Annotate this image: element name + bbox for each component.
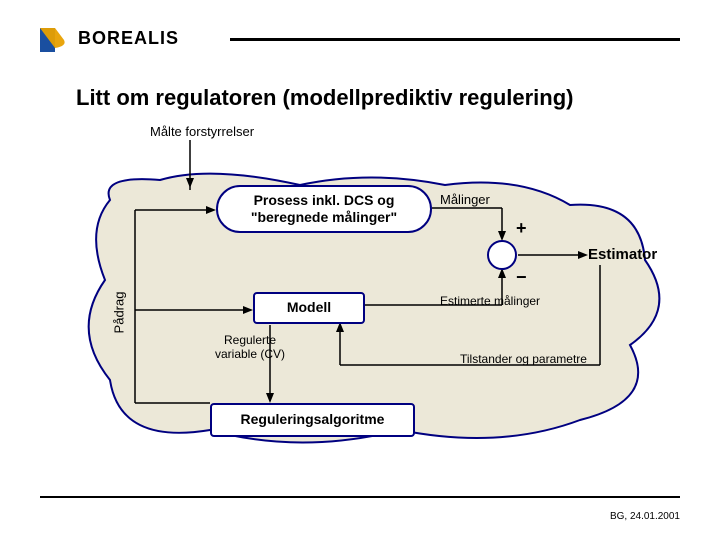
minus-sign: − (516, 267, 527, 288)
node-model: Modell (253, 292, 365, 324)
label-padrag: Pådrag (111, 292, 126, 334)
node-model-text: Modell (287, 299, 331, 317)
label-estimator: Estimator (588, 246, 657, 263)
logo-text: BOREALIS (78, 28, 179, 49)
sum-node (487, 240, 517, 270)
label-measurements: Målinger (440, 192, 490, 207)
label-est-measurements: Estimerte målinger (440, 294, 540, 308)
node-regalg-text: Reguleringsalgoritme (241, 411, 385, 429)
plus-sign: + (516, 218, 527, 239)
node-regalg: Reguleringsalgoritme (210, 403, 415, 437)
mpc-diagram: Målte forstyrrelser Prosess inkl. DCS og… (40, 130, 680, 460)
footer-text: BG, 24.01.2001 (610, 511, 680, 522)
borealis-logo-icon (40, 24, 70, 52)
node-process-text: Prosess inkl. DCS og "beregnede målinger… (228, 192, 420, 227)
header: BOREALIS (40, 24, 680, 64)
label-states-params: Tilstander og parametre (460, 352, 587, 366)
footer-rule (40, 496, 680, 498)
label-regulated-var: Regulerte variable (CV) (200, 333, 300, 361)
node-process: Prosess inkl. DCS og "beregnede målinger… (216, 185, 432, 233)
label-disturbances: Målte forstyrrelser (150, 124, 254, 139)
page-title: Litt om regulatoren (modellprediktiv reg… (76, 85, 574, 111)
header-rule (230, 38, 680, 41)
